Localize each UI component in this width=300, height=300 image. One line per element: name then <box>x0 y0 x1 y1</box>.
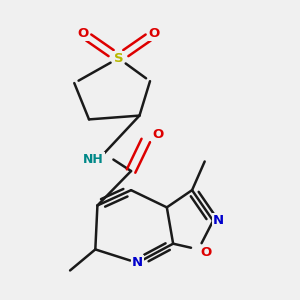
Text: NH: NH <box>83 153 104 166</box>
Text: O: O <box>148 27 160 40</box>
Text: O: O <box>200 246 211 259</box>
Text: N: N <box>132 256 143 269</box>
Text: N: N <box>213 214 224 227</box>
Text: O: O <box>77 27 88 40</box>
Text: S: S <box>114 52 123 65</box>
Text: O: O <box>152 128 163 141</box>
